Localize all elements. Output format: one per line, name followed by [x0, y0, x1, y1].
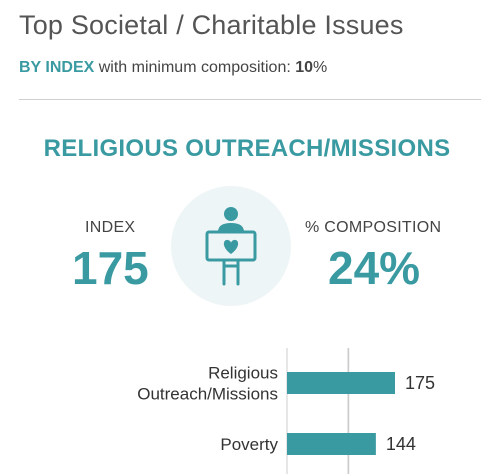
index-bar-chart: 175 Religious Outreach/Missions 144 Poverty [137, 348, 435, 474]
bar-value-label: 144 [386, 434, 416, 454]
bar-value-label: 175 [405, 373, 435, 393]
category-label: Outreach/Missions [137, 385, 278, 404]
category-label: Religious [208, 364, 278, 383]
composition-value: 24% [328, 242, 421, 294]
index-label: INDEX [85, 219, 136, 236]
minimum-composition-value: 10 [295, 59, 314, 76]
bar [287, 372, 395, 394]
header-divider [19, 99, 481, 100]
subtitle: BY INDEX with minimum composition: 10% [19, 59, 327, 77]
featured-issue-title: RELIGIOUS OUTREACH/MISSIONS [43, 135, 451, 162]
subtitle-highlight: BY INDEX [19, 59, 95, 76]
category-label: Poverty [220, 435, 278, 454]
bar [287, 433, 376, 455]
subtitle-text: with minimum composition: [98, 59, 291, 76]
composition-label: % COMPOSITION [305, 219, 442, 236]
issue-icon-circle [171, 186, 291, 306]
person-holding-heart-sign-icon [205, 207, 257, 286]
minimum-composition-unit: % [313, 59, 328, 76]
page-title: Top Societal / Charitable Issues [19, 10, 404, 40]
index-value: 175 [72, 242, 149, 294]
